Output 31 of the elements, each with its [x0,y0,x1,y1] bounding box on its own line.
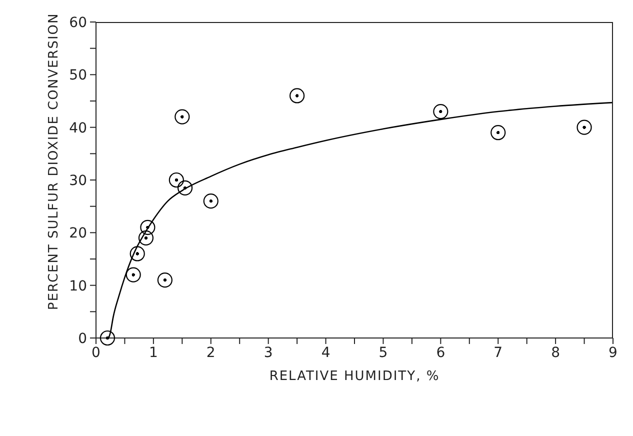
point [140,220,156,235]
point [130,246,145,262]
y-tick-label: 50 [69,68,87,84]
y-tick-label: 60 [69,14,87,31]
x-tick-label: 6 [436,344,446,361]
point [576,120,592,135]
y-tick-label: 30 [69,172,87,189]
y-tick-label: 20 [69,226,87,242]
y-tick-label: 40 [69,120,87,136]
y-tick-label: 10 [69,278,87,294]
x-tick-label: 3 [264,344,273,361]
x-axis-title: RELATIVE HUMIDITY, % [269,369,440,384]
point [177,180,193,196]
x-tick-label: 0 [92,344,100,361]
x-tick-label: 1 [148,344,158,361]
point [157,272,172,288]
point [433,104,448,120]
x-tick-label: 9 [608,344,618,361]
point [126,267,141,282]
y-axis-title: PERCENT SULFUR DIOXIDE CONVERSION [46,12,62,310]
x-tick-label: 2 [206,344,216,361]
point [100,330,116,346]
x-tick-label: 8 [551,344,560,361]
y-tick-label: 0 [78,330,87,347]
x-tick-label: 4 [321,344,330,361]
x-tick-label: 5 [378,344,388,361]
x-tick-label: 7 [494,344,503,361]
point [203,194,218,209]
point [490,125,506,140]
point [290,88,305,104]
point [174,109,190,124]
